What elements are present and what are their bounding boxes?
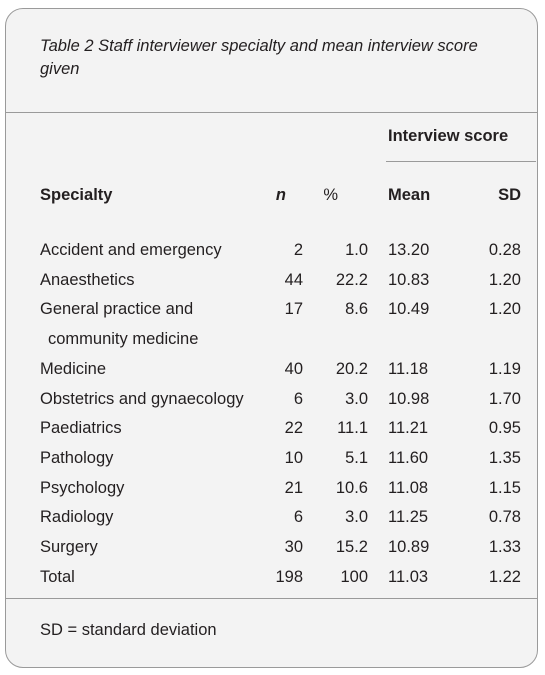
- cell-value: 8.6: [345, 300, 368, 319]
- cell-value: 1.15: [488, 478, 521, 497]
- cell-value: 40: [284, 359, 303, 378]
- cell-value: 13.20: [388, 241, 430, 259]
- cell-value: 0.95: [488, 419, 521, 438]
- cell-value: 1.0: [345, 241, 368, 259]
- table-title: Table 2 Staff interviewer specialty and …: [40, 37, 478, 78]
- cell-value: 10.49: [388, 300, 430, 319]
- cell-value: 11.1: [337, 419, 368, 438]
- divider: [6, 598, 537, 599]
- cell-value: 100: [340, 567, 368, 586]
- cell-value: 0.28: [488, 241, 521, 259]
- cell-value: 1.33: [488, 538, 521, 556]
- column-header: SD: [498, 186, 521, 204]
- cell-value: 1.19: [488, 359, 521, 378]
- cell-value: 6: [293, 389, 303, 408]
- column-header: Mean: [388, 186, 431, 204]
- row-label: Surgery: [40, 538, 98, 556]
- cell-value: 3.0: [345, 389, 368, 408]
- row-label: Radiology: [40, 508, 114, 527]
- cell-value: 11.08: [388, 478, 429, 497]
- row-label: Accident and emergency: [40, 241, 222, 259]
- cell-value: 10: [284, 448, 303, 467]
- column-header: n: [275, 186, 286, 204]
- cell-value: 10.89: [388, 538, 430, 556]
- cell-value: 5.1: [345, 448, 368, 467]
- cell-value: 2: [293, 241, 303, 259]
- cell-value: 11.03: [388, 567, 429, 586]
- row-label: Pathology: [40, 448, 114, 467]
- row-label: Psychology: [40, 478, 125, 497]
- cell-value: 1.70: [488, 389, 521, 408]
- table-panel: [5, 8, 538, 668]
- cell-value: 6: [293, 508, 303, 527]
- cell-value: 44: [284, 270, 303, 289]
- cell-value: 20.2: [335, 359, 368, 378]
- cell-value: 1.35: [488, 448, 521, 467]
- cell-value: 1.20: [488, 300, 521, 319]
- group-rule: [386, 161, 536, 162]
- row-label: Obstetrics and gynaecology: [40, 389, 244, 408]
- group-header: Interview score: [388, 127, 509, 145]
- divider: [6, 112, 537, 113]
- row-label: General practice and community medicine: [40, 300, 199, 349]
- cell-value: 198: [275, 567, 303, 586]
- row-label: Paediatrics: [40, 419, 122, 438]
- cell-value: 11.21: [388, 419, 429, 438]
- cell-value: 1.22: [488, 567, 521, 586]
- column-header: Specialty: [40, 186, 113, 204]
- cell-value: 0.78: [488, 508, 521, 527]
- cell-value: 17: [284, 300, 303, 319]
- cell-value: 11.25: [388, 508, 429, 527]
- cell-value: 15.2: [335, 538, 368, 556]
- column-header: %: [323, 186, 338, 204]
- cell-value: 10.98: [388, 389, 430, 408]
- cell-value: 10.6: [335, 478, 368, 497]
- footnote: SD = standard deviation: [40, 621, 217, 639]
- cell-value: 22: [284, 419, 303, 438]
- cell-value: 11.18: [388, 359, 429, 378]
- row-label: Total: [40, 567, 75, 586]
- cell-value: 11.60: [388, 448, 429, 467]
- cell-value: 1.20: [488, 270, 521, 289]
- cell-value: 22.2: [335, 270, 368, 289]
- cell-value: 21: [284, 478, 303, 497]
- row-label: Medicine: [40, 359, 107, 378]
- cell-value: 10.83: [388, 270, 430, 289]
- cell-value: 30: [284, 538, 303, 556]
- row-label: Anaesthetics: [40, 270, 135, 289]
- cell-value: 3.0: [345, 508, 368, 527]
